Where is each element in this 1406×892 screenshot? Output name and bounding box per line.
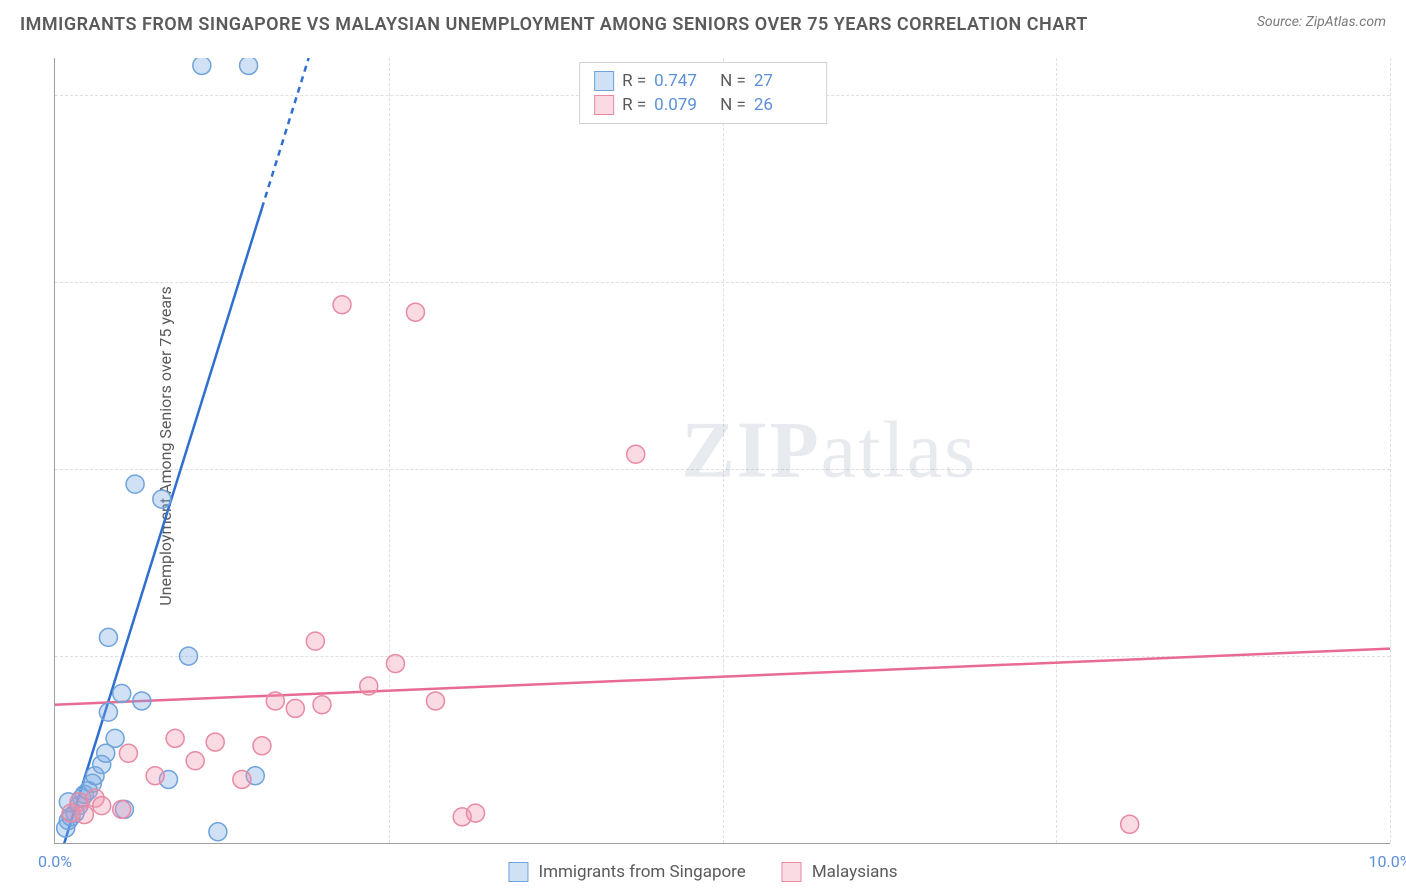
r-value: 0.079 <box>654 95 712 115</box>
y-tick-label: 50.0% <box>1396 460 1406 479</box>
chart-title: IMMIGRANTS FROM SINGAPORE VS MALAYSIAN U… <box>20 14 1088 35</box>
legend-series-item: Immigrants from Singapore <box>508 862 745 882</box>
y-tick-label: 25.0% <box>1396 647 1406 666</box>
legend-swatch <box>594 71 614 91</box>
y-tick-label: 100.0% <box>1396 86 1406 105</box>
y-tick-label: 75.0% <box>1396 273 1406 292</box>
legend-series: Immigrants from Singapore Malaysians <box>498 862 907 882</box>
x-tick-label: 10.0% <box>1369 852 1406 871</box>
legend-series-label: Immigrants from Singapore <box>538 862 745 882</box>
legend-correlation-row: R = 0.747 N = 27 <box>594 69 812 93</box>
n-value: 27 <box>754 71 812 91</box>
gridline-v <box>1390 58 1391 843</box>
legend-correlation-row: R = 0.079 N = 26 <box>594 93 812 117</box>
legend-series-item: Malaysians <box>782 862 898 882</box>
r-label: R = <box>622 95 646 115</box>
legend-series-label: Malaysians <box>812 862 898 882</box>
plot-svg <box>55 58 1390 843</box>
plot-area: ZIPatlas 25.0%50.0%75.0%100.0%0.0%10.0% <box>54 58 1390 844</box>
r-label: R = <box>622 71 646 91</box>
source-label: Source: ZipAtlas.com <box>1257 14 1386 30</box>
legend-swatch <box>594 95 614 115</box>
x-tick-label: 0.0% <box>38 852 72 871</box>
legend-correlation: R = 0.747 N = 27 R = 0.079 N = 26 <box>579 62 827 124</box>
legend-swatch <box>508 862 528 882</box>
title-bar: IMMIGRANTS FROM SINGAPORE VS MALAYSIAN U… <box>20 14 1386 35</box>
n-label: N = <box>720 95 746 115</box>
n-label: N = <box>720 71 746 91</box>
legend-swatch <box>782 862 802 882</box>
r-value: 0.747 <box>654 71 712 91</box>
n-value: 26 <box>754 95 812 115</box>
